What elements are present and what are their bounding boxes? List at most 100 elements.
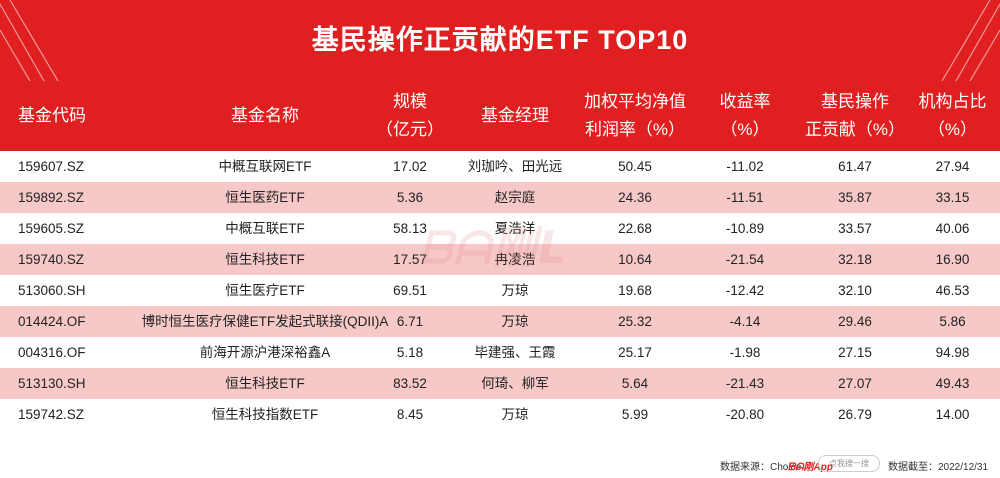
cell-return-rate: -11.51 (726, 190, 764, 205)
table-row: 159605.SZ 中概互联ETF 58.13 夏浩洋 22.68 -10.89 33.57… (0, 213, 1000, 244)
cell-fund-code: 159740.SZ (18, 252, 85, 267)
cell-fund-name: 中概互联ETF (225, 221, 305, 236)
cell-return-rate: -21.54 (725, 252, 765, 267)
cell-fund-name: 恒生科技指数ETF (211, 407, 319, 422)
column-header-line1: 收益率 (719, 92, 771, 111)
cell-return-rate: -11.02 (726, 159, 764, 174)
column-header-line1: 基金代码 (18, 106, 86, 125)
cell-fund-manager: 万琼 (501, 407, 529, 422)
cell-fund-manager: 毕建强、王霞 (474, 345, 556, 360)
column-header-line1: 基民操作 (821, 92, 889, 111)
cell-institution-share: 40.06 (935, 221, 970, 236)
cell-fund-size: 69.51 (393, 283, 427, 298)
table-row: 159742.SZ 恒生科技指数ETF 8.45 万琼 5.99 -20.80 26.79 1… (0, 399, 1000, 430)
app-logo: ᗷᗩ刚App (788, 462, 833, 473)
column-header-line1: 规模 (393, 92, 427, 111)
cell-fund-code: 513130.SH (18, 376, 86, 391)
cell-investor-contribution: 26.79 (838, 407, 872, 422)
table-header: 基金代码 基金名称 规模 （亿元） 基金经理 加权平均净值 利润率（%） 收益率 （%） 基民操作… (0, 81, 1000, 151)
search-box[interactable]: 点我搜一搜 (818, 455, 880, 472)
cell-fund-manager: 赵宗庭 (494, 190, 536, 205)
footer: 数据来源：Choice ᗷᗩ刚App 点我搜一搜 数据截至：2022/12/31 (0, 449, 1000, 478)
cell-fund-code: 014424.OF (18, 314, 86, 329)
cell-fund-name: 恒生医药ETF (225, 190, 305, 205)
table-row: 513060.SH 恒生医疗ETF 69.51 万琼 19.68 -12.42 32.10 4… (0, 275, 1000, 306)
cell-fund-size: 17.57 (393, 252, 427, 267)
cell-weighted-profit-rate: 50.45 (618, 159, 652, 174)
table-row: 513130.SH 恒生科技ETF 83.52 何琦、柳军 5.64 -21.43 27.0… (0, 368, 1000, 399)
cell-fund-name: 博时恒生医疗保健ETF发起式联接(QDII)A (141, 314, 389, 329)
cell-weighted-profit-rate: 25.32 (618, 314, 652, 329)
cell-fund-size: 5.18 (396, 345, 424, 360)
cell-fund-name: 恒生科技ETF (225, 252, 305, 267)
cell-institution-share: 14.00 (935, 407, 970, 422)
cell-fund-manager: 万琼 (501, 283, 529, 298)
column-header-weighted-profit-rate: 加权平均净值 利润率（%） (575, 81, 695, 151)
table-row: 159607.SZ 中概互联网ETF 17.02 刘珈吟、田光远 50.45 -11.02… (0, 151, 1000, 182)
data-source: 数据来源：Choice (720, 462, 802, 473)
cell-institution-share: 49.43 (935, 376, 970, 391)
cell-fund-code: 159607.SZ (18, 159, 85, 174)
column-header-line2: （%） (927, 120, 978, 139)
table-row: 014424.OF 博时恒生医疗保健ETF发起式联接(QDII)A 6.71 万琼 25… (0, 306, 1000, 337)
page-title: 基民操作正贡献的ETF TOP10 (311, 25, 689, 55)
column-header-line1: 加权平均净值 (584, 92, 686, 111)
cell-investor-contribution: 61.47 (838, 159, 872, 174)
cell-fund-code: 159892.SZ (18, 190, 85, 205)
title-banner: 基民操作正贡献的ETF TOP10 (0, 0, 1000, 81)
cell-fund-code: 513060.SH (18, 283, 86, 298)
cell-institution-share: 16.90 (935, 252, 970, 267)
cell-fund-code: 159742.SZ (18, 407, 85, 422)
cell-institution-share: 94.98 (935, 345, 970, 360)
cell-weighted-profit-rate: 19.68 (618, 283, 652, 298)
cell-fund-code: 004316.OF (18, 345, 86, 360)
cell-fund-name: 前海开源沪港深裕鑫A (199, 345, 331, 360)
column-header-line1: 基金名称 (231, 106, 299, 125)
table-row: 004316.OF 前海开源沪港深裕鑫A 5.18 毕建强、王霞 25.17 -1.98 2… (0, 337, 1000, 368)
cell-fund-size: 5.36 (396, 190, 424, 205)
cell-weighted-profit-rate: 10.64 (618, 252, 652, 267)
cell-fund-code: 159605.SZ (18, 221, 85, 236)
cell-institution-share: 33.15 (935, 190, 970, 205)
cell-weighted-profit-rate: 22.68 (618, 221, 652, 236)
cell-weighted-profit-rate: 5.99 (621, 407, 649, 422)
cell-institution-share: 46.53 (935, 283, 970, 298)
cell-fund-manager: 冉凌浩 (494, 252, 536, 267)
data-date: 数据截至：2022/12/31 (888, 462, 989, 473)
cell-institution-share: 27.94 (935, 159, 970, 174)
cell-fund-size: 58.13 (393, 221, 427, 236)
cell-investor-contribution: 27.15 (838, 345, 872, 360)
column-header-fund-name: 基金名称 (140, 81, 390, 151)
column-header-line2: （%） (720, 120, 770, 139)
banner-decoration (0, 0, 1000, 81)
cell-investor-contribution: 32.10 (838, 283, 872, 298)
cell-return-rate: -12.42 (725, 283, 765, 298)
cell-fund-name: 中概互联网ETF (218, 159, 312, 174)
cell-fund-manager: 万琼 (501, 314, 529, 329)
column-header-institution-share: 机构占比 （%） (905, 81, 1000, 151)
table-row: 159892.SZ 恒生医药ETF 5.36 赵宗庭 24.36 -11.51 35.87 3… (0, 182, 1000, 213)
column-header-line2: 正贡献（%） (804, 120, 906, 139)
watermark-logo: ᗷᗩ刚ᒪ (420, 224, 568, 273)
cell-investor-contribution: 35.87 (838, 190, 872, 205)
column-header-investor-contribution: 基民操作正贡献（%） (795, 81, 915, 151)
cell-fund-manager: 夏浩洋 (494, 221, 536, 236)
table-body: 159607.SZ 中概互联网ETF 17.02 刘珈吟、田光远 50.45 -11.02… (0, 151, 1000, 430)
cell-return-rate: -1.98 (729, 345, 761, 360)
cell-return-rate: -10.89 (725, 221, 765, 236)
column-header-fund-manager: 基金经理 (445, 81, 585, 151)
cell-weighted-profit-rate: 24.36 (618, 190, 652, 205)
column-header-line2: （亿元） (376, 120, 444, 139)
column-header-return-rate: 收益率 （%） (690, 81, 800, 151)
cell-institution-share: 5.86 (939, 314, 966, 329)
cell-fund-name: 恒生医疗ETF (225, 283, 305, 298)
cell-return-rate: -4.14 (729, 314, 761, 329)
table-row: 159740.SZ 恒生科技ETF 17.57 冉凌浩 10.64 -21.54 32.18… (0, 244, 1000, 275)
cell-fund-size: 83.52 (393, 376, 427, 391)
cell-investor-contribution: 32.18 (838, 252, 872, 267)
cell-weighted-profit-rate: 25.17 (618, 345, 652, 360)
cell-return-rate: -21.43 (725, 376, 765, 391)
cell-investor-contribution: 29.46 (838, 314, 872, 329)
column-header-fund-code: 基金代码 (18, 81, 128, 151)
cell-return-rate: -20.80 (725, 407, 765, 422)
